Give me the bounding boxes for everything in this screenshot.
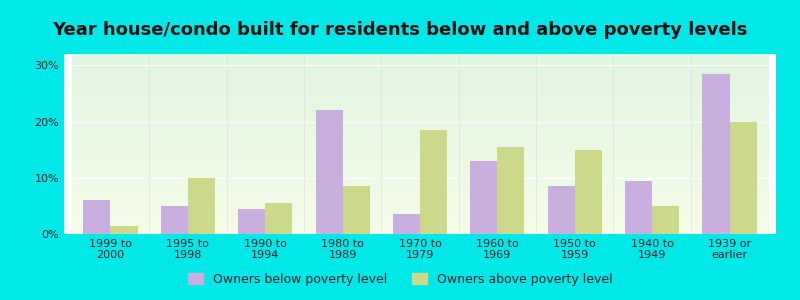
Legend: Owners below poverty level, Owners above poverty level: Owners below poverty level, Owners above… <box>182 268 618 291</box>
Bar <box>470 161 498 234</box>
Bar <box>238 209 266 234</box>
Bar <box>420 130 447 234</box>
Bar <box>342 186 370 234</box>
Bar <box>83 200 110 234</box>
Bar <box>730 122 757 234</box>
Bar <box>498 147 525 234</box>
Bar <box>188 178 215 234</box>
Bar <box>574 150 602 234</box>
Bar <box>315 110 342 234</box>
Bar <box>266 203 292 234</box>
Bar <box>548 186 574 234</box>
Bar <box>625 181 652 234</box>
Bar <box>161 206 188 234</box>
Bar <box>393 214 420 234</box>
Bar <box>110 226 138 234</box>
Text: Year house/condo built for residents below and above poverty levels: Year house/condo built for residents bel… <box>52 21 748 39</box>
Bar <box>652 206 679 234</box>
Bar <box>702 74 730 234</box>
